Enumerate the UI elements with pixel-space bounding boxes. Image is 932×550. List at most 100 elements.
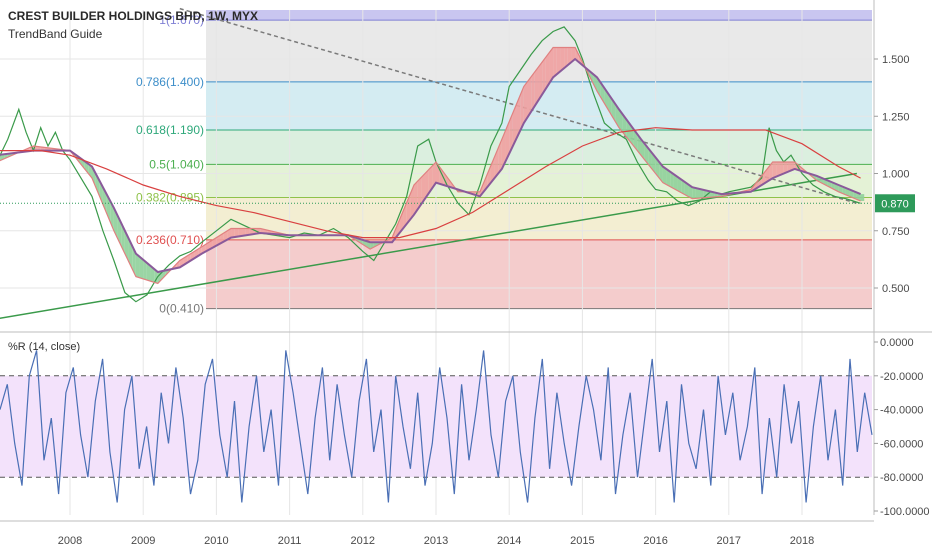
trend-ribbon — [545, 52, 550, 89]
trend-ribbon — [520, 86, 524, 131]
trend-ribbon — [516, 95, 521, 139]
trend-ribbon — [150, 265, 155, 283]
fib-zone — [206, 239, 872, 309]
last-price-label: 0.870 — [881, 198, 909, 210]
trend-ribbon — [91, 166, 96, 187]
last-price-badge — [875, 194, 915, 213]
x-tick-label: 2017 — [717, 535, 741, 547]
trend-ribbon — [487, 165, 491, 188]
trend-ribbon — [662, 166, 667, 185]
chart-title: CREST BUILDER HOLDINGS BHD, 1W, MYX — [8, 9, 258, 23]
trend-ribbon — [37, 146, 41, 151]
trend-ribbon — [640, 139, 645, 160]
osc-series — [0, 350, 873, 503]
trend-ribbon — [421, 173, 426, 205]
trend-ribbon — [699, 188, 704, 199]
trend-ribbon — [787, 162, 792, 172]
series-ema-slow — [0, 57, 861, 274]
trend-ribbon — [161, 270, 166, 280]
trend-ribbon — [695, 188, 700, 199]
trend-ribbon — [542, 57, 546, 95]
trend-ribbon — [651, 152, 656, 174]
y-tick-label: 1.000 — [882, 169, 910, 181]
x-tick-label: 2018 — [790, 535, 814, 547]
trend-ribbon — [688, 184, 693, 199]
trend-ribbon — [553, 47, 557, 78]
trend-ribbon — [571, 47, 576, 63]
trend-ribbon — [245, 228, 250, 236]
trend-ribbon — [231, 228, 235, 238]
trend-ribbon — [534, 67, 539, 106]
trend-ribbon — [670, 171, 674, 189]
trend-ribbon — [432, 162, 436, 189]
indicator-name: TrendBand Guide — [8, 27, 103, 41]
trend-ribbon — [769, 162, 773, 181]
trend-ribbon — [783, 162, 788, 174]
trend-ribbon — [538, 62, 543, 101]
series-ma-long — [0, 127, 861, 239]
oscillator-title: %R (14, close) — [8, 341, 80, 353]
trend-ribbon — [227, 228, 232, 240]
osc-y-tick-label: 0.0000 — [880, 337, 914, 349]
trend-ribbon — [860, 194, 865, 201]
y-tick-label: 1.500 — [882, 54, 910, 66]
fib-label: 0(0.410) — [159, 302, 204, 316]
fib-label: 0.5(1.040) — [149, 157, 204, 171]
trend-ribbon — [776, 162, 781, 177]
trend-ribbon — [234, 228, 239, 238]
trend-ribbon — [556, 47, 561, 75]
x-tick-label: 2016 — [643, 535, 667, 547]
trend-ribbon — [626, 119, 630, 142]
trend-ribbon — [425, 169, 429, 199]
y-tick-label: 0.750 — [882, 226, 910, 238]
trend-ribbon — [414, 181, 418, 215]
trend-ribbon — [523, 81, 528, 124]
osc-y-tick-label: -80.0000 — [880, 472, 923, 484]
price-panel: 0(0.410) 0.236(0.710) 0.382(0.895) 0.5(1.04… — [0, 7, 872, 515]
osc-y-tick-label: -100.0000 — [880, 506, 930, 518]
trend-ribbon — [446, 176, 451, 188]
series-price — [0, 26, 861, 303]
trend-ribbon — [373, 242, 378, 248]
trend-ribbon — [648, 148, 652, 169]
osc-y-tick-label: -60.0000 — [880, 438, 923, 450]
trend-ribbon — [560, 47, 565, 72]
trend-ribbon — [238, 228, 243, 237]
x-tick-label: 2012 — [351, 535, 375, 547]
trend-ribbon — [575, 47, 579, 63]
trend-ribbon — [505, 121, 510, 162]
trend-ribbon — [666, 169, 671, 187]
trendline-up — [0, 172, 858, 320]
x-tick-label: 2009 — [131, 535, 155, 547]
trend-ribbon — [428, 165, 433, 194]
trend-ribbon — [223, 230, 228, 242]
trend-ribbon — [684, 182, 689, 197]
osc-y-tick-label: -20.0000 — [880, 371, 923, 383]
trend-ribbon — [527, 76, 532, 118]
osc-y-tick-label: -40.0000 — [880, 405, 923, 417]
fib-label: 0.618(1.190) — [136, 123, 204, 137]
trend-ribbon — [659, 162, 663, 183]
fib-zone — [206, 197, 872, 240]
trend-ribbon — [531, 71, 535, 112]
fib-label: 0.236(0.710) — [136, 233, 204, 247]
fib-label: 0.786(1.400) — [136, 75, 204, 89]
trend-ribbon — [139, 256, 144, 279]
trend-ribbon — [677, 176, 682, 193]
trend-ribbon — [146, 262, 151, 282]
osc-band — [0, 375, 872, 478]
trend-ribbon — [242, 228, 246, 236]
trend-ribbon — [619, 109, 623, 133]
series-ema-fast — [0, 46, 861, 285]
trend-ribbon — [512, 104, 517, 147]
trend-ribbon — [176, 260, 180, 269]
trend-ribbon — [772, 162, 777, 179]
x-tick-label: 2011 — [278, 535, 302, 547]
fib-zone — [206, 129, 872, 165]
trend-ribbon — [629, 124, 634, 147]
trend-ribbon — [673, 174, 678, 191]
trend-ribbon — [403, 202, 407, 229]
trend-ribbon — [564, 47, 568, 69]
fib-label: 1(1.670) — [159, 13, 204, 27]
